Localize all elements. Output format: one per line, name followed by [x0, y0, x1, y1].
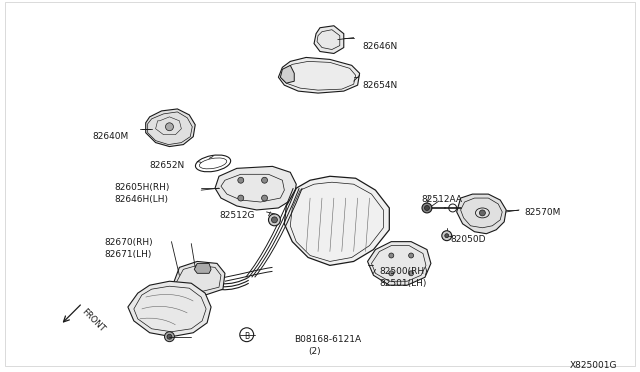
Polygon shape — [128, 281, 211, 337]
Text: 82646H(LH): 82646H(LH) — [114, 195, 168, 204]
Polygon shape — [278, 57, 360, 93]
Circle shape — [167, 334, 172, 339]
Polygon shape — [280, 65, 294, 83]
Circle shape — [164, 332, 175, 341]
Text: 82570M: 82570M — [524, 208, 561, 217]
Text: FRONT: FRONT — [80, 307, 107, 334]
Text: 82500(RH): 82500(RH) — [380, 267, 428, 276]
Circle shape — [389, 253, 394, 258]
Text: 82501(LH): 82501(LH) — [380, 279, 427, 288]
Text: X825001G: X825001G — [570, 362, 617, 371]
Text: 82050D: 82050D — [451, 235, 486, 244]
Circle shape — [166, 123, 173, 131]
Text: 82512AA: 82512AA — [421, 195, 462, 204]
Polygon shape — [194, 263, 211, 273]
Text: (2): (2) — [308, 347, 321, 356]
Circle shape — [442, 231, 452, 241]
Circle shape — [445, 234, 449, 238]
Circle shape — [271, 217, 277, 223]
Polygon shape — [284, 176, 389, 265]
Circle shape — [408, 271, 413, 276]
Circle shape — [238, 195, 244, 201]
Text: 82646N: 82646N — [363, 42, 398, 51]
Polygon shape — [146, 109, 195, 147]
Text: 82670(RH): 82670(RH) — [104, 238, 153, 247]
Circle shape — [262, 177, 268, 183]
Circle shape — [238, 177, 244, 183]
Polygon shape — [173, 262, 225, 295]
Circle shape — [269, 214, 280, 226]
Text: 82654N: 82654N — [363, 81, 398, 90]
Text: B: B — [244, 332, 250, 341]
Circle shape — [422, 203, 432, 213]
Text: 82512G: 82512G — [219, 211, 255, 220]
Text: B08168-6121A: B08168-6121A — [294, 335, 362, 344]
Circle shape — [424, 205, 429, 211]
Text: 82605H(RH): 82605H(RH) — [114, 183, 170, 192]
Circle shape — [262, 195, 268, 201]
Text: 82671(LH): 82671(LH) — [104, 250, 152, 259]
Circle shape — [479, 210, 485, 216]
Polygon shape — [215, 166, 296, 210]
Polygon shape — [367, 242, 431, 285]
Polygon shape — [314, 26, 344, 54]
Text: 82652N: 82652N — [150, 161, 185, 170]
Polygon shape — [457, 194, 506, 234]
Circle shape — [389, 271, 394, 276]
Text: 82640M: 82640M — [92, 132, 129, 141]
Circle shape — [408, 253, 413, 258]
